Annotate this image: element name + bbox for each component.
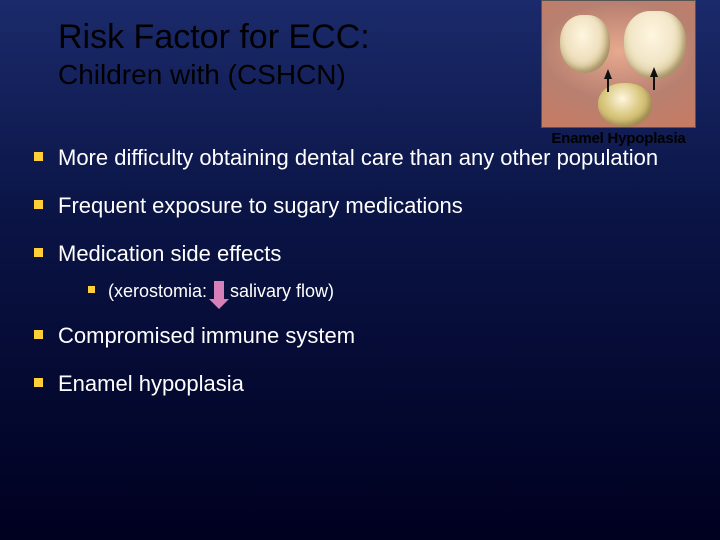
- bullet-item: Enamel hypoplasia: [30, 367, 692, 401]
- bullet-item: More difficulty obtaining dental care th…: [30, 141, 692, 175]
- bullet-item: Compromised immune system: [30, 319, 692, 353]
- enamel-hypoplasia-photo: [541, 0, 696, 128]
- decrease-arrow-icon: [214, 281, 224, 301]
- slide: Risk Factor for ECC: Children with (CSHC…: [0, 0, 720, 540]
- bullet-item: Frequent exposure to sugary medications: [30, 189, 692, 223]
- sub-bullet-suffix: salivary flow): [230, 281, 334, 301]
- bullet-item: Medication side effects(xerostomia: sali…: [30, 237, 692, 304]
- pointer-arrow-icon: [604, 69, 612, 79]
- sub-bullet-list: (xerostomia: salivary flow): [86, 278, 692, 305]
- pointer-arrow-icon: [650, 67, 658, 77]
- bullet-list: More difficulty obtaining dental care th…: [30, 141, 692, 400]
- image-region: Enamel Hypoplasia: [541, 0, 696, 147]
- sub-bullet-prefix: (xerostomia:: [108, 281, 212, 301]
- sub-bullet-item: (xerostomia: salivary flow): [86, 278, 692, 305]
- tooth-shape: [560, 15, 610, 73]
